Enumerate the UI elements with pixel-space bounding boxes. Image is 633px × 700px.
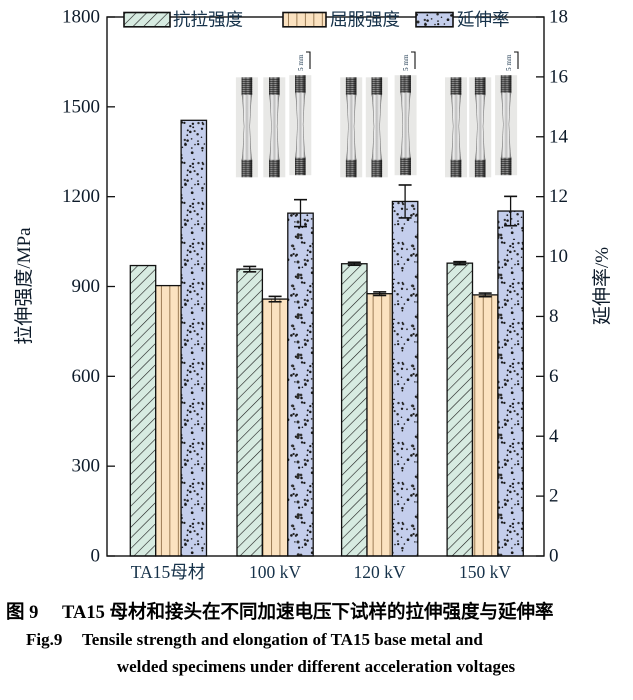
svg-text:120 kV: 120 kV xyxy=(353,562,405,582)
svg-text:1800: 1800 xyxy=(62,7,100,28)
svg-text:14: 14 xyxy=(549,126,569,147)
svg-text:0: 0 xyxy=(91,546,101,567)
svg-text:900: 900 xyxy=(72,276,101,297)
svg-text:图 9: 图 9 xyxy=(6,602,38,623)
svg-text:150 kV: 150 kV xyxy=(459,562,511,582)
svg-text:延伸率/%: 延伸率/% xyxy=(591,247,613,325)
svg-text:5 mm: 5 mm xyxy=(505,54,513,71)
svg-text:600: 600 xyxy=(72,366,101,387)
svg-text:6: 6 xyxy=(549,366,559,387)
svg-text:抗拉强度: 抗拉强度 xyxy=(173,10,243,30)
svg-text:1200: 1200 xyxy=(62,186,100,207)
svg-text:屈服强度: 屈服强度 xyxy=(330,10,400,30)
svg-text:TA15母材: TA15母材 xyxy=(131,562,205,582)
svg-text:Fig.9: Fig.9 xyxy=(26,630,62,649)
svg-text:TA15 母材和接头在不同加速电压下试样的拉伸强度与延伸率: TA15 母材和接头在不同加速电压下试样的拉伸强度与延伸率 xyxy=(62,601,553,623)
svg-text:5 mm: 5 mm xyxy=(297,54,305,71)
svg-text:8: 8 xyxy=(549,306,559,327)
svg-text:welded specimens under differe: welded specimens under different acceler… xyxy=(117,657,516,676)
svg-text:2: 2 xyxy=(549,486,559,507)
svg-text:12: 12 xyxy=(549,186,568,207)
svg-text:300: 300 xyxy=(72,456,101,477)
svg-text:0: 0 xyxy=(549,546,559,567)
svg-text:4: 4 xyxy=(549,426,559,447)
svg-text:5 mm: 5 mm xyxy=(402,54,410,71)
svg-text:10: 10 xyxy=(549,246,568,267)
svg-text:18: 18 xyxy=(549,7,568,28)
svg-text:Tensile strength and elongatio: Tensile strength and elongation of TA15 … xyxy=(82,630,483,649)
svg-text:1500: 1500 xyxy=(62,96,100,117)
svg-text:拉伸强度/MPa: 拉伸强度/MPa xyxy=(13,227,35,345)
svg-text:100 kV: 100 kV xyxy=(249,562,301,582)
svg-text:延伸率: 延伸率 xyxy=(457,10,510,30)
svg-text:16: 16 xyxy=(549,67,568,88)
